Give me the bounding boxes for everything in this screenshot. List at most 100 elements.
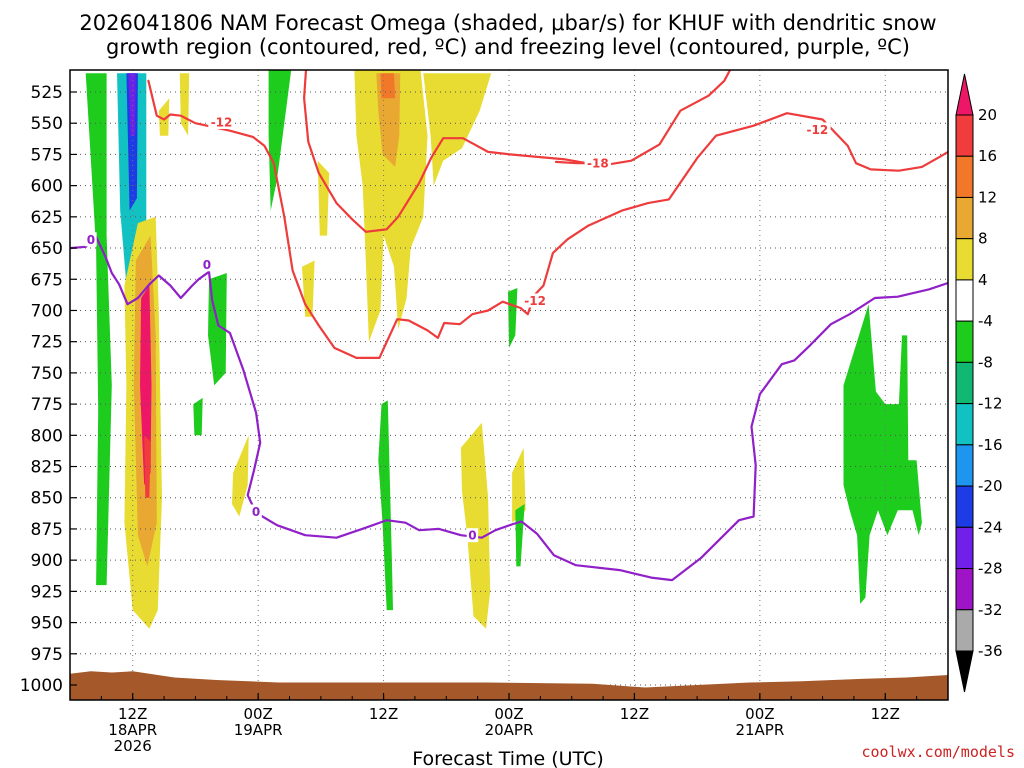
omega-shaded-region	[268, 70, 292, 211]
colorbar-segment	[955, 361, 974, 405]
omega-shaded-region	[232, 435, 249, 517]
contour-label-background	[466, 528, 479, 543]
freezing-level-label: 0	[203, 258, 211, 272]
colorbar-segment	[955, 403, 974, 446]
y-tick-label: 900	[31, 551, 63, 571]
y-axis: 525 550 575 600 625 650 675 700 725 750 775 800 825 8…	[20, 83, 77, 696]
x-tick-label: 19APR	[234, 721, 283, 739]
colorbar-segment	[955, 526, 974, 570]
freezing-level-label: 0	[252, 505, 260, 519]
y-tick-label: 625	[31, 208, 63, 228]
dendritic-growth-contour	[147, 79, 948, 359]
omega-shaded-region	[460, 422, 491, 629]
freezing-level-contour	[70, 235, 948, 582]
colorbar-label: 16	[978, 147, 997, 165]
omega-shaded-region	[158, 98, 170, 136]
dendritic-contour-label: -12	[807, 123, 829, 137]
colorbar-label: 8	[978, 230, 988, 248]
y-tick-label: 675	[31, 270, 63, 290]
dendritic-contour-label: -12	[524, 294, 546, 308]
omega-shaded-region	[508, 288, 518, 348]
colorbar-segment	[955, 279, 974, 322]
y-tick-label: 825	[31, 458, 63, 478]
omega-shaded-region	[380, 73, 396, 99]
x-tick-label: 00Z	[243, 705, 272, 723]
omega-shaded-region	[423, 73, 492, 186]
x-tick-label: 18APR	[108, 721, 157, 739]
contour-label-background	[85, 232, 97, 247]
omega-shaded-region	[515, 504, 525, 567]
y-tick-label: 1000	[20, 676, 63, 696]
y-tick-label: 700	[31, 301, 63, 321]
grid-layer	[70, 70, 948, 700]
colorbar-bottom-triangle	[955, 650, 974, 693]
colorbar-label: -12	[978, 395, 1003, 413]
colorbar-label: -20	[978, 477, 1003, 495]
omega-shaded-region	[179, 73, 190, 136]
y-tick-label: 800	[31, 426, 63, 446]
omega-shaded-region	[85, 73, 112, 586]
colorbar-segment	[955, 485, 974, 528]
y-tick-label: 775	[31, 395, 63, 415]
x-tick-label: 00Z	[494, 705, 523, 723]
credit-text: coolwx.com/models	[861, 743, 1015, 761]
contour-label-background	[804, 122, 831, 137]
colorbar-segment	[955, 609, 974, 652]
omega-shaded-region	[140, 285, 152, 486]
surface-terrain-fill	[70, 671, 948, 700]
x-tick-label: 12Z	[620, 705, 649, 723]
contour-label-background	[521, 293, 549, 308]
y-tick-label: 600	[31, 177, 63, 197]
y-tick-label: 725	[31, 333, 63, 353]
colorbar-label: 12	[978, 188, 997, 206]
y-tick-label: 750	[31, 364, 63, 384]
contour-label-background	[250, 504, 262, 519]
colorbar-segment	[955, 320, 974, 363]
terrain-layer	[70, 671, 948, 700]
x-axis-title: Forecast Time (UTC)	[412, 748, 603, 768]
colorbar-label: -8	[978, 353, 993, 371]
y-tick-label: 575	[31, 145, 63, 165]
x-tick-label: 12Z	[118, 705, 147, 723]
colorbar-segment	[955, 155, 974, 198]
y-tick-label: 925	[31, 582, 63, 602]
colorbar-label: -16	[978, 436, 1003, 454]
colorbar-label: -4	[978, 312, 993, 330]
y-tick-label: 950	[31, 614, 63, 634]
x-tick-label: 00Z	[745, 705, 774, 723]
colorbar-segment	[955, 238, 974, 281]
colorbar-segment	[955, 568, 974, 611]
y-tick-label: 875	[31, 520, 63, 540]
colorbar-label: 4	[978, 271, 988, 289]
colorbar-label: -28	[978, 560, 1003, 578]
colorbar: 20 16 12 8 4 -4 -8 -12 -16 -20 -24 -28 -32 -36	[955, 73, 1003, 693]
omega-shaded-region	[128, 73, 136, 136]
contour-label-background	[584, 156, 612, 171]
dendritic-contour-label: -18	[587, 157, 609, 171]
x-tick-label: 12Z	[369, 705, 398, 723]
dendritic-growth-contour	[303, 70, 732, 233]
x-tick-label: 12Z	[871, 705, 900, 723]
y-tick-label: 850	[31, 489, 63, 509]
contour-layer: -12 -12 -12 -18 0 0 0 0	[70, 70, 948, 582]
colorbar-segment	[955, 114, 974, 157]
y-tick-label: 975	[31, 645, 63, 665]
y-tick-label: 650	[31, 239, 63, 259]
omega-shaded-region	[193, 397, 203, 436]
contour-label-background	[201, 257, 213, 272]
omega-shaded-region	[144, 435, 151, 498]
colorbar-segment	[955, 444, 974, 487]
omega-shaded-region	[378, 400, 393, 611]
y-tick-label: 525	[31, 83, 63, 103]
freezing-level-label: 0	[468, 529, 476, 543]
omega-shaded-region	[354, 70, 428, 342]
colorbar-segment	[955, 196, 974, 240]
contour-label-background	[208, 114, 235, 129]
omega-shaded-region	[843, 304, 922, 604]
freezing-level-label: 0	[87, 233, 95, 247]
x-tick-label: 21APR	[735, 721, 784, 739]
omega-shading-layer	[85, 70, 922, 629]
dendritic-contour-label: -12	[211, 115, 233, 129]
